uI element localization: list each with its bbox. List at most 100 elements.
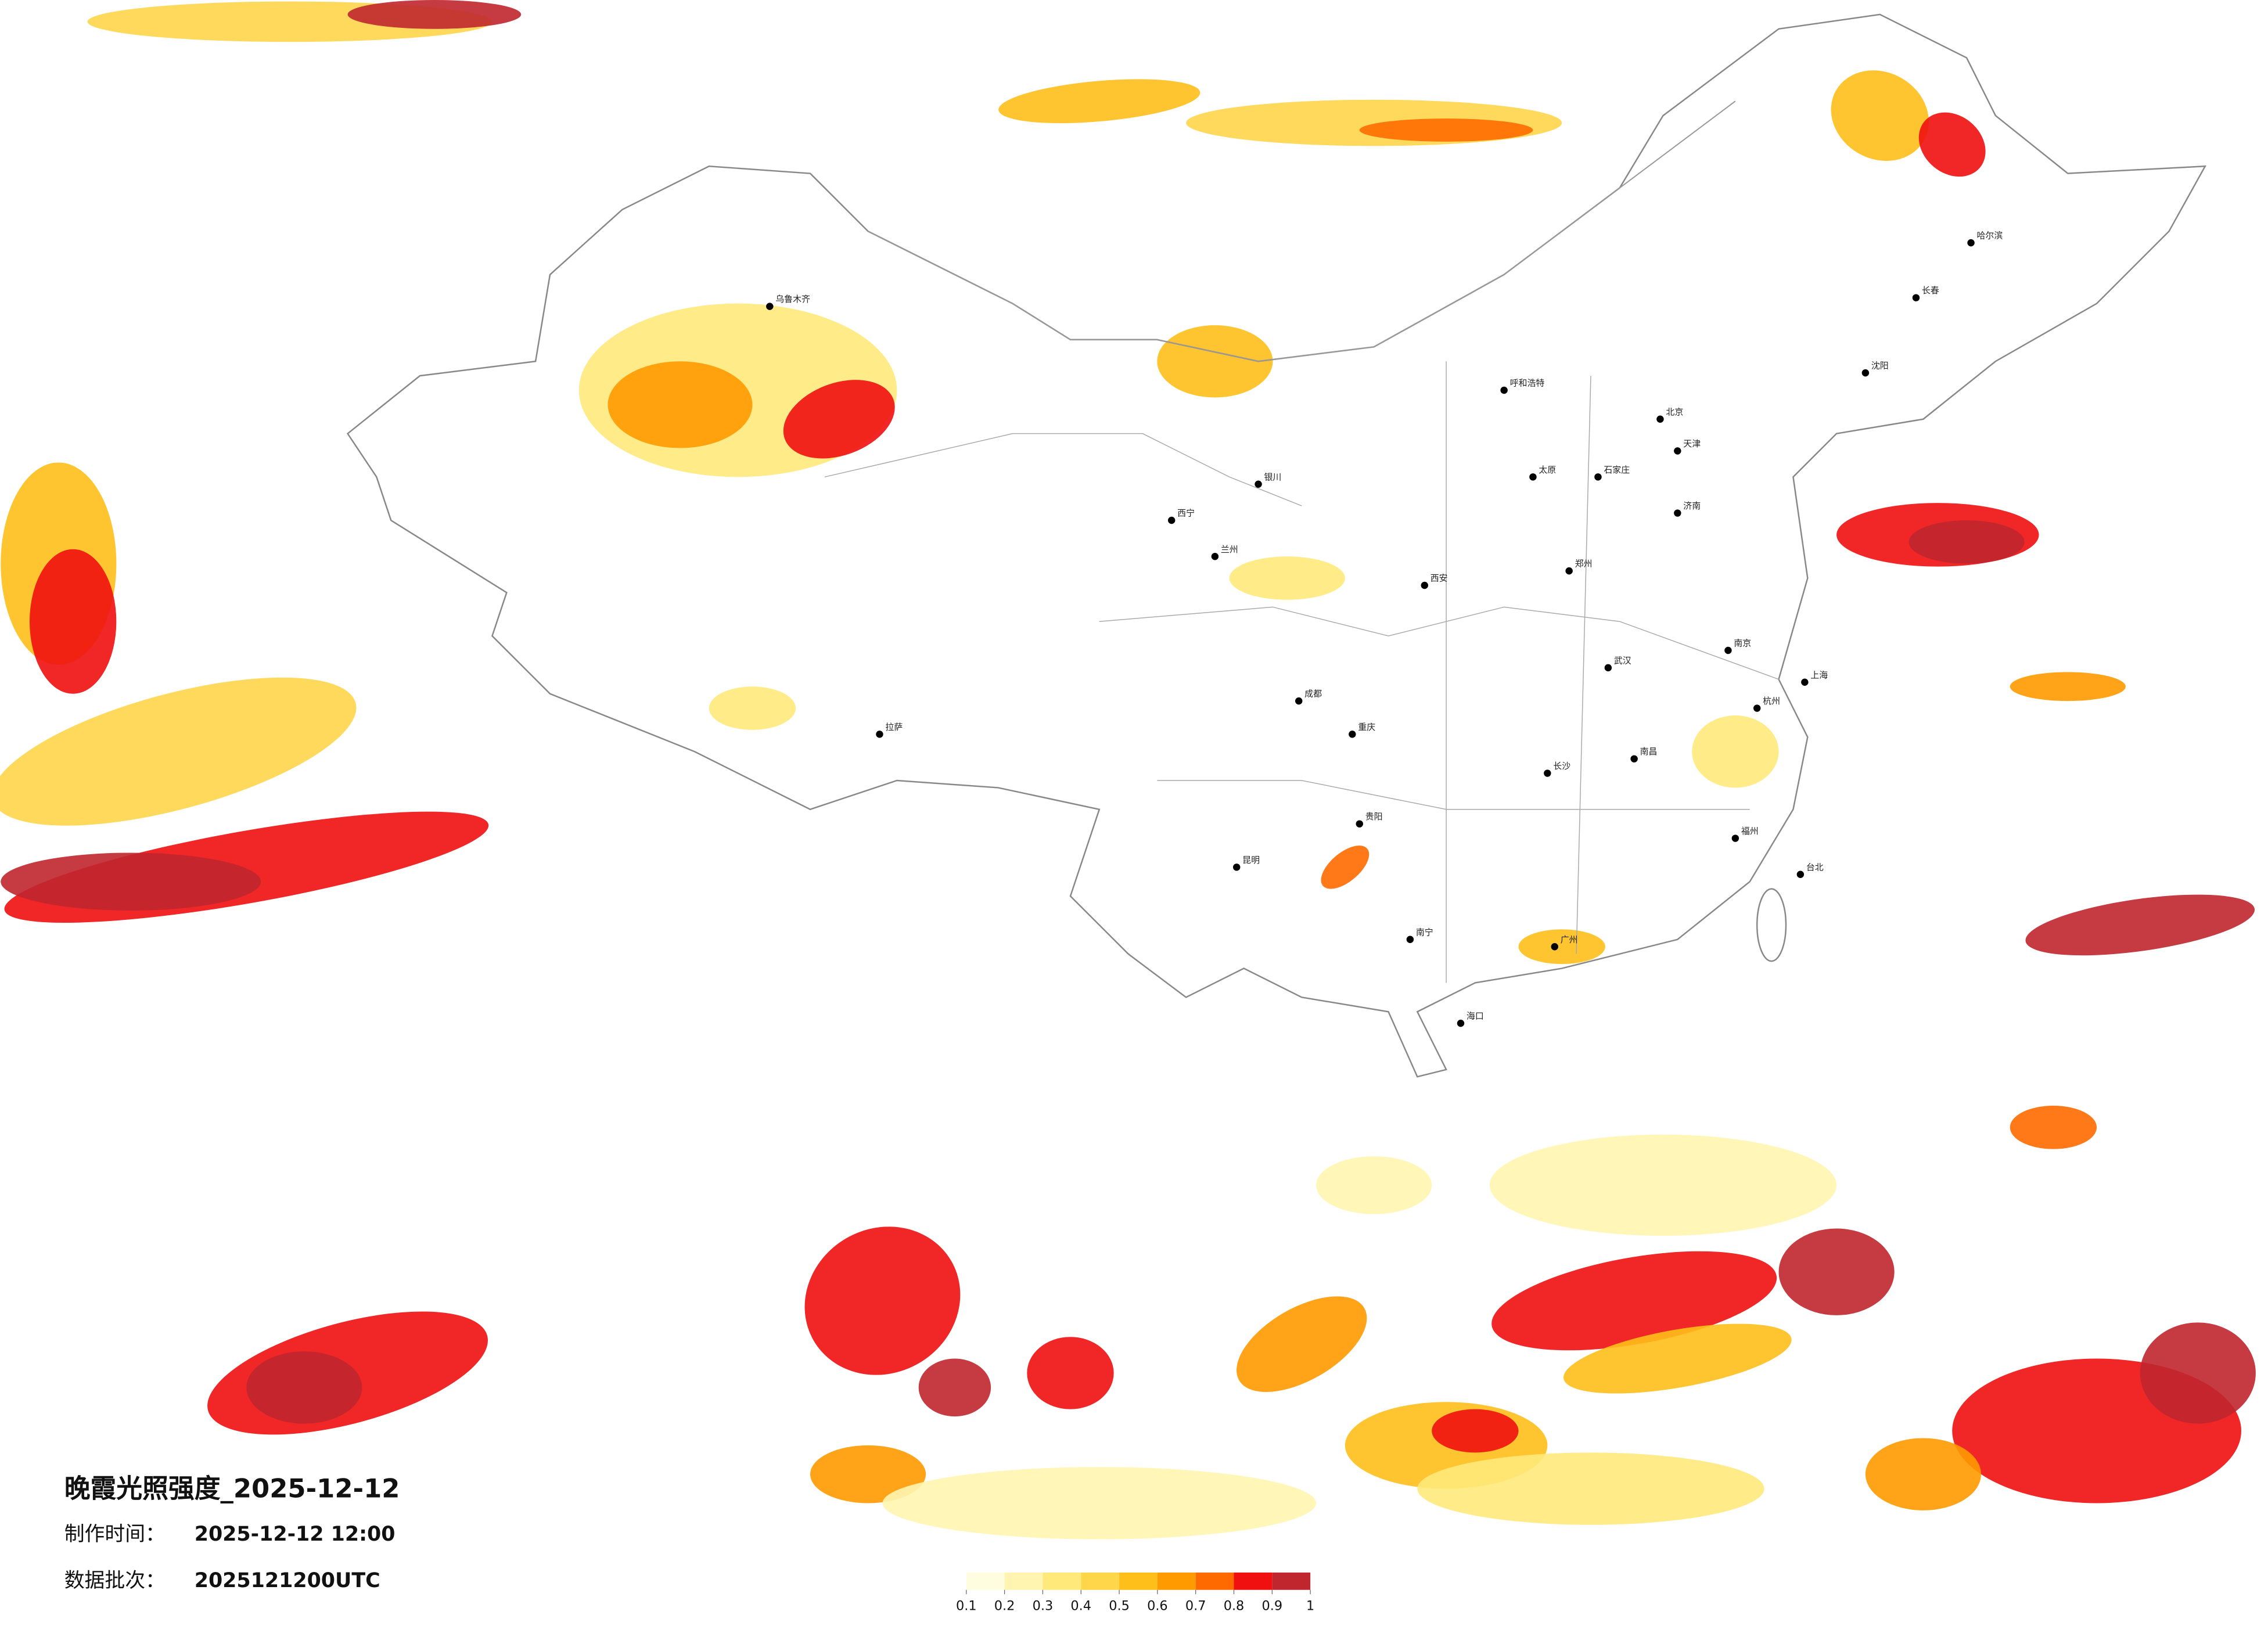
city-label: 西安 [1430,573,1448,584]
city-dot [1356,820,1363,828]
city-label: 广州 [1561,934,1578,945]
city-label: 银川 [1264,472,1282,482]
city-dot [1753,704,1761,712]
heat-patch [1563,1323,1792,1394]
taiwan-outline [1756,888,1787,962]
colorbar-tick-label: 0.9 [1262,1599,1283,1614]
heat-patch [246,1351,362,1424]
colorbar-tick-label: 0.2 [994,1599,1015,1614]
city-dot [1861,369,1870,377]
heat-patch [1229,556,1345,600]
heat-patch [709,686,796,730]
city-label: 昆明 [1242,855,1260,865]
city-dot [1349,731,1356,738]
city-dot [1529,473,1537,481]
city-dot [1967,239,1975,247]
batch-value: 2025121200UTC [195,1569,380,1592]
city-label: 南京 [1734,638,1751,649]
city-label: 海口 [1467,1011,1484,1021]
city-label: 乌鲁木齐 [775,294,810,304]
heat-patch [918,1358,991,1417]
city-dot [1604,664,1612,672]
city-dot [1551,943,1558,951]
province-borders [824,361,1779,983]
colorbar-swatch [1234,1572,1273,1590]
city-dot [1406,936,1414,943]
mongolia-border [868,100,1736,362]
city-label: 西宁 [1177,508,1195,519]
city-dot [1167,516,1176,524]
city-dot [766,303,774,310]
colorbar-tick-label: 0.6 [1147,1599,1168,1614]
colorbar-swatch [1272,1572,1311,1590]
heat-patch [2140,1322,2256,1424]
city-dot [1731,834,1739,842]
city-label: 济南 [1683,501,1701,511]
map-title: 晚霞光照强度_2025-12-12 [64,1473,400,1503]
city-dot [1674,509,1681,517]
city-label: 杭州 [1763,696,1780,706]
heat-patch [1908,520,2025,564]
city-label: 呼和浩特 [1510,378,1545,388]
heat-patch [1692,715,1779,788]
city-label: 成都 [1304,689,1322,699]
colorbar-swatch [1157,1572,1196,1590]
colorbar-tick-label: 0.8 [1224,1599,1245,1614]
city-dot [1544,769,1551,777]
city-label: 重庆 [1358,722,1375,732]
city-dot [876,731,883,738]
made-value: 2025-12-12 12:00 [195,1523,396,1546]
heat-patch [882,1467,1317,1539]
city-dot [1656,415,1664,423]
heat-patch [1,852,261,911]
city-label: 郑州 [1575,559,1593,569]
made-label: 制作时间： [64,1523,166,1546]
city-label: 太原 [1539,465,1556,475]
city-dot [1295,697,1303,705]
colorbar: 0.1 0.2 0.3 0.4 0.5 0.6 0.7 0.8 0.9 1 [956,1572,1314,1614]
heat-patch [1321,846,1370,889]
heat-patch [783,380,895,459]
city-label: 南昌 [1640,746,1658,757]
colorbar-tick-label: 0.5 [1109,1599,1130,1614]
heat-patch [1359,118,1533,142]
colorbar-swatch [966,1572,1005,1590]
heat-patch [2010,672,2126,702]
heat-patch [1432,1409,1519,1453]
heat-patch [1027,1337,1114,1409]
heat-patch [1518,929,1605,965]
city-dot [1674,447,1681,455]
city-label: 贵阳 [1365,811,1383,822]
heat-patch [1491,1251,1777,1351]
heat-patch [1157,325,1273,398]
colorbar-tick-label: 0.7 [1185,1599,1206,1614]
city-dot [1801,678,1809,686]
colorbar-tick-label: 1 [1306,1599,1314,1614]
city-dot [1565,567,1573,575]
city-dot [1457,1019,1465,1027]
colorbar-swatch [1081,1572,1120,1590]
city-label: 长沙 [1553,761,1570,771]
city-dot [1630,755,1638,762]
heat-patch [1918,112,1986,177]
city-label: 长春 [1922,285,1939,296]
colorbar-swatch [1043,1572,1081,1590]
city-dot [1232,864,1241,871]
city-label: 福州 [1741,826,1759,836]
heat-patch [810,1445,926,1503]
city-dot [1796,870,1805,878]
colorbar-tick-label: 0.1 [956,1599,977,1614]
heat-patch [1316,1156,1432,1214]
city-dot [1724,646,1732,654]
city-label: 石家庄 [1604,465,1630,475]
heat-patch [1778,1228,1895,1315]
city-dot [1912,294,1920,301]
heat-patch [2025,894,2255,956]
heat-patch [804,1226,961,1375]
heat-layer [0,0,2256,1539]
heat-patch [1489,1134,1837,1236]
city-label: 沈阳 [1871,361,1889,371]
city-dot [1594,473,1602,481]
